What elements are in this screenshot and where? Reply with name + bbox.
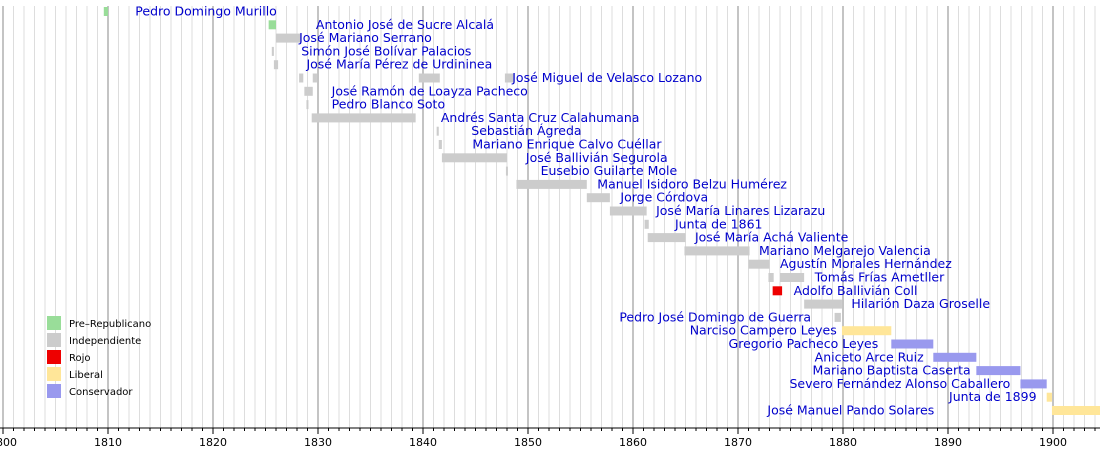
timeline-bar — [304, 86, 313, 96]
timeline-bar — [768, 273, 774, 282]
president-name-label: Andrés Santa Cruz Calahumana — [441, 110, 640, 125]
timeline-bar — [271, 46, 274, 56]
legend-swatch — [47, 350, 61, 364]
timeline-bar — [748, 259, 770, 269]
name-labels: Pedro Domingo Murillo Antonio José de Suc… — [135, 4, 1036, 418]
legend-label: Conservador — [69, 387, 133, 398]
president-name-label: Pedro José Domingo de Guerra — [619, 309, 811, 324]
president-name-label: Manuel Isidoro Belzu Humérez — [597, 176, 787, 191]
president-name-label: José Miguel de Velasco Lozano — [511, 70, 702, 85]
x-tick-label: 1850 — [514, 436, 542, 449]
x-tick-label: 1820 — [199, 436, 227, 449]
president-name-label: Antonio José de Sucre Alcalá — [316, 17, 494, 32]
timeline-bar — [441, 153, 507, 163]
president-name-label: Severo Fernández Alonso Caballero — [789, 376, 1010, 391]
timeline-bar — [436, 126, 439, 136]
timeline-bar — [780, 273, 805, 282]
timeline-bar — [311, 113, 416, 123]
president-name-label: Mariano Melgarejo Valencia — [759, 243, 931, 258]
president-name-label: Junta de 1899 — [948, 389, 1037, 404]
x-tick-label: 1880 — [829, 436, 857, 449]
president-name-label: José Mariano Serrano — [298, 30, 432, 45]
president-name-label: Pedro Blanco Soto — [332, 97, 445, 112]
timeline-bar — [804, 299, 842, 309]
timeline-bar — [273, 60, 279, 70]
timeline-bar — [647, 233, 686, 243]
president-name-label: José Manuel Pando Solares — [766, 403, 934, 418]
x-tick-label: 1830 — [304, 436, 332, 449]
legend-swatch — [47, 333, 61, 347]
x-axis: 1800 1810 1820 1830 1840 1850 1860 1870 1880 1890… — [0, 427, 1100, 449]
president-name-label: José Ramón de Loayza Pacheco — [331, 83, 528, 98]
timeline-bar — [976, 366, 1021, 376]
legend-label: Liberal — [69, 370, 103, 381]
x-tick-label: 1870 — [724, 436, 752, 449]
timeline-bar — [418, 73, 440, 83]
x-tick-label: 1800 — [0, 436, 17, 449]
timeline-bar — [841, 326, 892, 336]
timeline-bar — [1051, 406, 1100, 415]
president-name-label: Narciso Campero Leyes — [690, 323, 837, 338]
president-name-label: Junta de 1861 — [674, 216, 762, 231]
president-name-label: José María Achá Valiente — [694, 230, 849, 245]
timeline-bar — [644, 219, 649, 229]
president-name-label: Mariano Enrique Calvo Cuéllar — [472, 137, 662, 152]
legend-label: Rojo — [69, 353, 91, 364]
timeline-bar — [268, 20, 276, 30]
timeline-bar — [504, 73, 515, 83]
x-tick-label: 1890 — [934, 436, 962, 449]
x-tick-label: 1860 — [619, 436, 647, 449]
timeline-bar — [103, 7, 108, 16]
president-name-label: Eusebio Guilarte Mole — [541, 163, 678, 178]
legend: Pre–Republicano Independiente Rojo Liberal C… — [47, 316, 151, 398]
legend-swatch — [47, 384, 61, 398]
timeline-bar — [312, 73, 317, 83]
timeline-bar — [438, 140, 442, 149]
president-name-label: Mariano Baptista Caserta — [813, 363, 971, 378]
legend-swatch — [47, 316, 61, 330]
legend-label: Independiente — [69, 336, 141, 347]
president-name-label: Tomás Frías Ametller — [814, 270, 945, 285]
president-name-label: Agustín Morales Hernández — [780, 256, 952, 271]
timeline-bar — [516, 179, 587, 189]
x-tick-label: 1840 — [409, 436, 437, 449]
timeline-bar — [276, 33, 302, 43]
president-name-label: José Ballivián Segurola — [525, 150, 668, 165]
timeline-bar — [1020, 379, 1047, 389]
timeline-bar — [505, 166, 508, 176]
timeline-bars — [103, 7, 1100, 415]
president-name-label: José María Linares Lizarazu — [655, 203, 825, 218]
president-name-label: Jorge Córdova — [619, 190, 708, 205]
timeline-bar — [834, 312, 841, 322]
president-name-label: Simón José Bolívar Palacios — [301, 43, 471, 58]
president-name-label: Gregorio Pacheco Leyes — [729, 336, 879, 351]
president-name-label: Adolfo Ballivián Coll — [794, 283, 918, 298]
x-tick-label: 1900 — [1039, 436, 1067, 449]
president-name-label: Aniceto Arce Ruiz — [815, 349, 925, 364]
timeline-bar — [891, 339, 934, 349]
president-name-label: Pedro Domingo Murillo — [135, 4, 277, 19]
timeline-bar — [684, 246, 750, 256]
president-name-label: Hilarión Daza Groselle — [851, 296, 990, 311]
x-tick-label: 1810 — [94, 436, 122, 449]
timeline-bar — [1046, 392, 1052, 402]
president-name-label: José María Pérez de Urdininea — [305, 57, 492, 72]
timeline-bar — [933, 352, 977, 362]
timeline-bar — [306, 100, 309, 110]
timeline-bar — [299, 73, 304, 83]
timeline-bar — [772, 286, 783, 296]
timeline-bar — [609, 206, 647, 216]
timeline-bar — [586, 193, 610, 203]
president-name-label: Sebastián Ágreda — [471, 123, 581, 138]
minor-gridlines — [13, 6, 1096, 428]
legend-label: Pre–Republicano — [69, 319, 151, 330]
legend-swatch — [47, 367, 61, 381]
